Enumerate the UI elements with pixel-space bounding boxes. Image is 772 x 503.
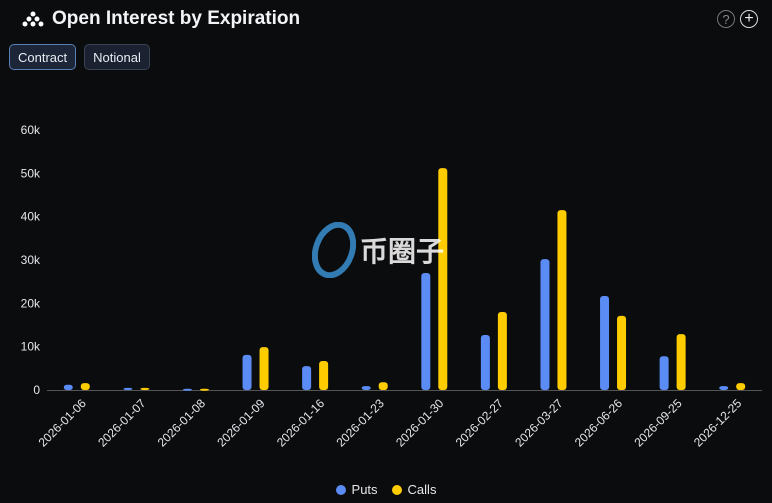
bar-calls xyxy=(497,312,507,390)
x-tick-label: 2026-02-27 xyxy=(453,396,507,450)
y-tick-label: 0 xyxy=(33,383,40,397)
y-tick-label: 20k xyxy=(21,296,41,310)
page-title: Open Interest by Expiration xyxy=(52,8,301,29)
bar-puts xyxy=(540,259,550,390)
y-tick-label: 60k xyxy=(21,123,41,137)
bar-calls xyxy=(140,387,150,390)
x-tick-label: 2026-09-25 xyxy=(631,396,685,450)
x-tick-label: 2026-01-23 xyxy=(334,396,388,450)
bar-puts xyxy=(123,387,133,390)
x-tick-label: 2026-01-16 xyxy=(274,396,328,450)
network-logo-icon xyxy=(22,11,44,27)
bar-calls xyxy=(438,168,448,390)
bar-calls xyxy=(676,334,686,390)
help-icon[interactable]: ? xyxy=(717,10,735,28)
x-tick-label: 2026-01-07 xyxy=(95,396,149,450)
bar-puts xyxy=(63,384,73,390)
bar-calls xyxy=(557,210,567,390)
chart-header: Open Interest by Expiration xyxy=(22,8,300,30)
bar-calls xyxy=(378,382,388,390)
y-tick-label: 50k xyxy=(21,166,41,180)
x-tick-label: 2026-06-26 xyxy=(572,396,626,450)
legend-puts[interactable]: Puts xyxy=(335,482,378,497)
add-icon[interactable]: + xyxy=(740,10,758,28)
y-tick-label: 40k xyxy=(21,210,41,224)
chart-legend: Puts Calls xyxy=(0,482,772,497)
y-tick-label: 10k xyxy=(21,340,41,354)
bar-puts xyxy=(659,356,669,390)
x-tick-label: 2026-03-27 xyxy=(512,396,566,450)
watermark: 币圈子 xyxy=(312,222,444,278)
x-tick-label: 2026-01-06 xyxy=(36,396,90,450)
bar-calls xyxy=(617,315,627,390)
bar-puts xyxy=(242,354,252,390)
x-tick-label: 2026-01-30 xyxy=(393,396,447,450)
x-tick-label: 2026-01-08 xyxy=(155,396,209,450)
notional-toggle-button[interactable]: Notional xyxy=(84,44,150,70)
bar-calls xyxy=(319,360,329,390)
bar-puts xyxy=(182,388,192,391)
x-tick-label: 2026-01-09 xyxy=(214,396,268,450)
contract-toggle-button[interactable]: Contract xyxy=(9,44,77,70)
bar-calls xyxy=(736,383,746,390)
bar-calls xyxy=(80,383,90,390)
bar-puts xyxy=(600,295,610,390)
legend-calls[interactable]: Calls xyxy=(391,482,436,497)
bar-puts xyxy=(302,366,312,390)
y-tick-label: 30k xyxy=(21,253,41,267)
bar-puts xyxy=(421,273,431,390)
bar-puts xyxy=(480,334,490,390)
x-tick-label: 2026-12-25 xyxy=(691,396,745,450)
bar-calls xyxy=(259,347,269,390)
bar-puts xyxy=(361,386,371,390)
bar-calls xyxy=(199,388,209,391)
watermark-logo-icon xyxy=(312,222,356,278)
bar-puts xyxy=(719,386,729,390)
